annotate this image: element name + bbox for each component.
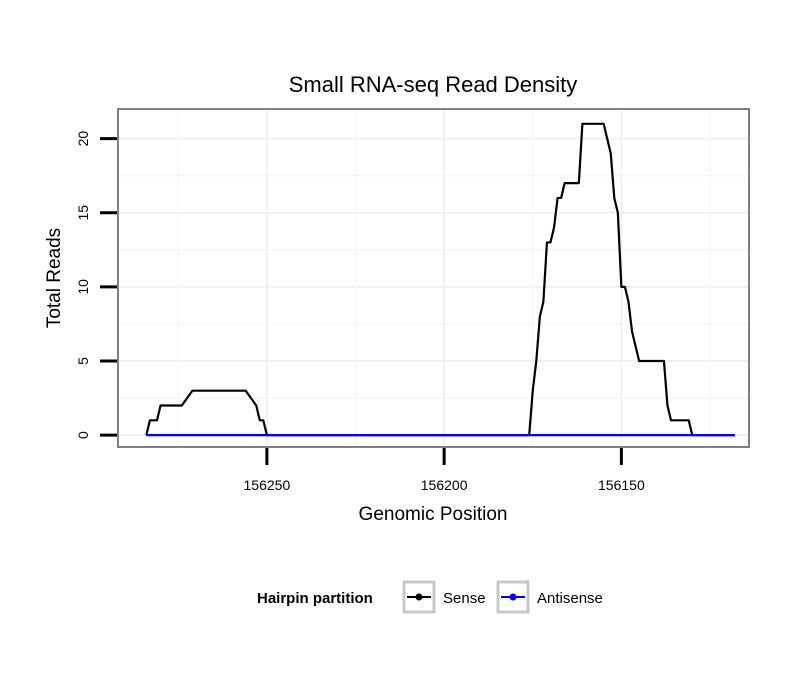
plot-border [117,108,750,448]
plot-background [118,109,749,447]
y-tick-label: 5 [75,357,91,365]
y-tick-label: 15 [75,205,91,221]
legend-title: Hairpin partition [257,590,373,607]
y-axis-title: Total Reads [44,228,65,328]
legend-label-sense: Sense [443,590,486,607]
x-axis-title: Genomic Position [359,504,508,525]
y-tick-label: 20 [75,131,91,147]
chart-title: Small RNA-seq Read Density [289,72,578,97]
x-tick-label: 156250 [244,477,291,493]
legend-item-antisense[interactable]: Antisense [496,580,603,614]
legend-key-point [415,593,423,601]
x-axis: 156250 156200 156150 [244,448,645,493]
y-tick-label: 0 [75,431,91,439]
plot-panel [117,108,750,448]
series-layer [145,122,735,437]
y-tick-label: 10 [75,279,91,295]
y-axis: 0 5 10 15 20 [75,131,117,439]
legend-item-sense[interactable]: Sense [402,580,486,614]
legend-label-antisense: Antisense [537,590,603,607]
legend-key-point [509,593,517,601]
legend: Hairpin partition Sense Antisense [257,580,603,614]
x-tick-label: 156150 [598,477,645,493]
x-tick-label: 156200 [421,477,468,493]
